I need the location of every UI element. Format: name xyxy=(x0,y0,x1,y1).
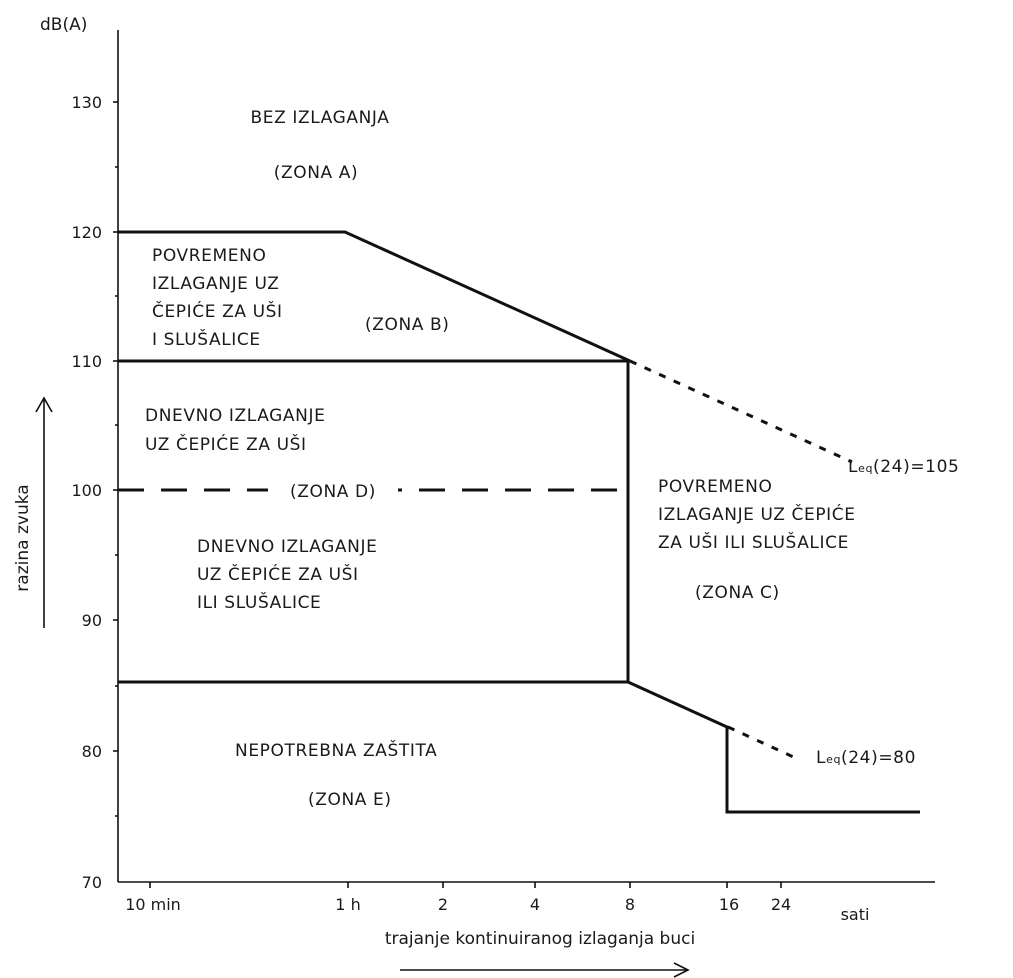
x-axis-label: trajanje kontinuiranog izlaganja buci xyxy=(385,929,695,949)
zone-b-name: (ZONA B) xyxy=(365,315,450,335)
y-tick-80: 80 xyxy=(82,742,102,761)
zone-a-name: (ZONA A) xyxy=(274,163,358,183)
zone-b-line4: I SLUŠALICE xyxy=(152,328,261,350)
y-tick-120: 120 xyxy=(71,223,102,242)
zone-e-name: (ZONA E) xyxy=(308,790,392,810)
y-axis-label: razina zvuka xyxy=(13,484,33,591)
zone-a-text: BEZ IZLAGANJA xyxy=(251,108,390,128)
zone-c-line1: POVREMENO xyxy=(658,477,772,497)
zone-b-line3: ČEPIĆE ZA UŠI xyxy=(152,300,283,322)
leq-80-label: Leq(24)=80 xyxy=(816,748,916,768)
zone-d-label-bg xyxy=(268,478,398,502)
x-unit-label: sati xyxy=(841,905,870,924)
x-tick-2: 2 xyxy=(438,895,448,914)
x-tick-24: 24 xyxy=(771,895,791,914)
zone-d-upper-line2: UZ ČEPIĆE ZA UŠI xyxy=(145,433,307,455)
y-tick-130: 130 xyxy=(71,93,102,112)
y-tick-90: 90 xyxy=(82,611,102,630)
leq-80-extension xyxy=(727,725,801,762)
y-unit-label: dB(A) xyxy=(40,15,87,35)
zone-b-line2: IZLAGANJE UZ xyxy=(152,274,280,294)
zone-c-name: (ZONA C) xyxy=(695,583,780,603)
zone-a-b-boundary xyxy=(118,230,631,363)
x-tick-4: 4 xyxy=(530,895,540,914)
y-tick-100: 100 xyxy=(71,481,102,500)
zone-c-line3: ZA UŠI ILI SLUŠALICE xyxy=(658,531,849,553)
leq-105-label: Leq(24)=105 xyxy=(848,457,959,477)
zone-c-line2: IZLAGANJE UZ ČEPIĆE xyxy=(658,503,856,525)
zone-d-lower-line3: ILI SLUŠALICE xyxy=(197,591,321,613)
x-tick-8: 8 xyxy=(625,895,635,914)
x-tick-16: 16 xyxy=(719,895,739,914)
x-direction-arrow xyxy=(400,962,690,978)
x-tick-10min: 10 min xyxy=(125,895,181,914)
zone-d-lower-line1: DNEVNO IZLAGANJE xyxy=(197,537,377,557)
leq-105-extension xyxy=(629,359,853,464)
y-tick-110: 110 xyxy=(71,352,102,371)
x-tick-1h: 1 h xyxy=(335,895,360,914)
x-ticks xyxy=(149,882,782,888)
zone-b-line1: POVREMENO xyxy=(152,246,266,266)
zone-d-upper-line1: DNEVNO IZLAGANJE xyxy=(145,406,325,426)
zone-e-text: NEPOTREBNA ZAŠTITA xyxy=(235,739,437,761)
y-ticks xyxy=(113,101,118,817)
y-tick-70: 70 xyxy=(82,873,102,892)
zone-d-name: (ZONA D) xyxy=(290,482,376,502)
zone-e-boundary xyxy=(118,680,920,814)
zone-d-lower-line2: UZ ČEPIĆE ZA UŠI xyxy=(197,563,359,585)
y-direction-arrow xyxy=(35,396,53,628)
